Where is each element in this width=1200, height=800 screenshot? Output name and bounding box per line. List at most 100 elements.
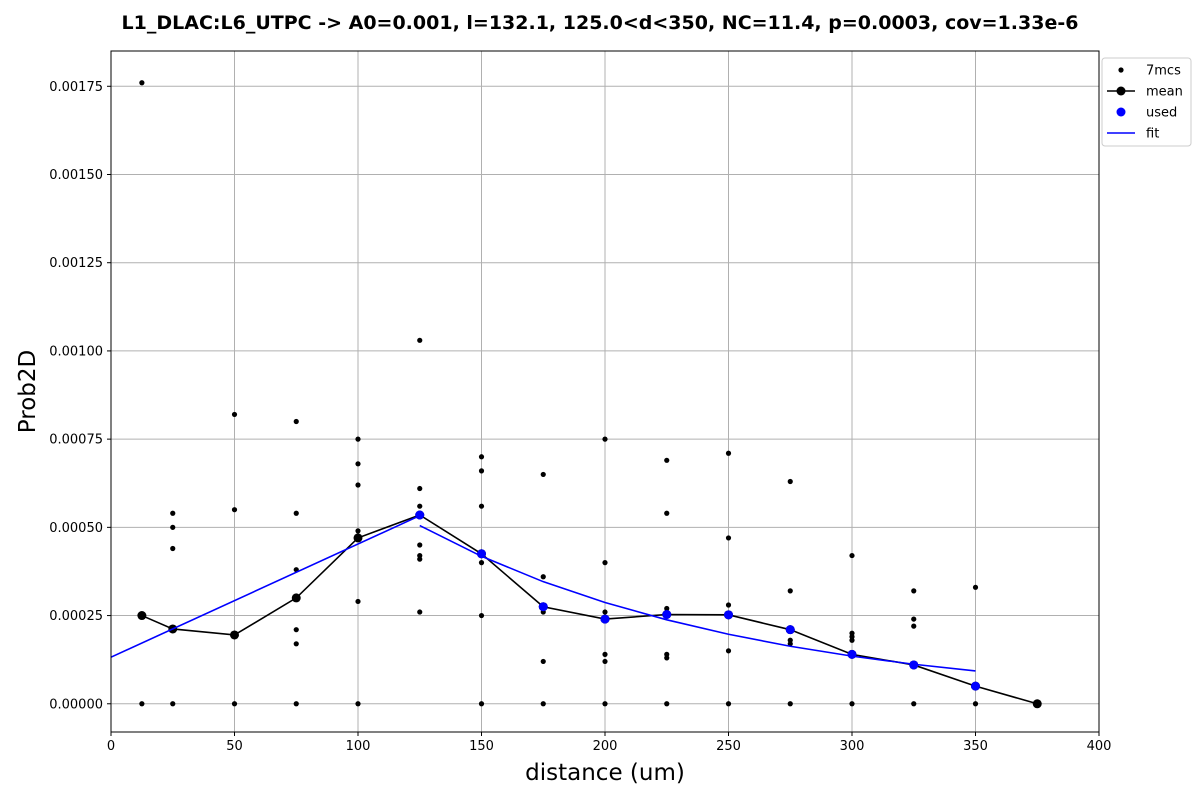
sample-point bbox=[478, 468, 485, 474]
sample-point bbox=[602, 651, 608, 657]
y-tick-label: 0.00175 bbox=[49, 80, 103, 95]
used-point bbox=[785, 625, 795, 635]
sample-point bbox=[911, 623, 917, 629]
sample-point bbox=[417, 337, 423, 343]
sample-point bbox=[602, 609, 608, 615]
sample-point bbox=[355, 528, 361, 534]
sample-point bbox=[725, 648, 732, 654]
legend-box bbox=[1101, 57, 1192, 147]
y-tick-label: 0.00125 bbox=[49, 256, 103, 271]
y-tick-label: 0.00150 bbox=[49, 168, 103, 183]
legend-label: mean bbox=[1146, 85, 1183, 100]
sample-point bbox=[787, 478, 793, 485]
x-tick-label: 350 bbox=[963, 739, 988, 754]
mean-point bbox=[1032, 699, 1042, 709]
mean-point bbox=[230, 630, 239, 640]
y-tick-label: 0.00050 bbox=[49, 521, 103, 536]
x-tick-label: 100 bbox=[346, 739, 371, 754]
sample-point bbox=[972, 701, 979, 707]
sample-point bbox=[170, 524, 176, 530]
sample-point bbox=[293, 701, 299, 707]
sample-point bbox=[849, 701, 855, 707]
fit-line bbox=[110, 514, 421, 658]
sample-point bbox=[231, 507, 238, 513]
used-point bbox=[724, 610, 733, 620]
sample-point bbox=[355, 436, 361, 442]
sample-point bbox=[602, 701, 608, 707]
sample-point bbox=[602, 560, 608, 566]
sample-point bbox=[602, 658, 608, 665]
sample-point bbox=[478, 503, 485, 509]
sample-point bbox=[664, 701, 670, 707]
x-tick-label: 300 bbox=[840, 739, 865, 754]
sample-point bbox=[293, 641, 299, 647]
sample-point bbox=[664, 655, 670, 661]
sample-point bbox=[478, 560, 485, 566]
sample-point bbox=[355, 482, 361, 488]
sample-point bbox=[725, 450, 732, 456]
y-tick-label: 0.00025 bbox=[49, 609, 103, 624]
sample-point bbox=[355, 461, 361, 467]
sample-point bbox=[478, 612, 485, 619]
sample-point bbox=[602, 436, 608, 442]
sample-point bbox=[664, 457, 670, 463]
sample-point bbox=[725, 535, 732, 541]
x-tick-label: 150 bbox=[469, 739, 494, 754]
used-point bbox=[600, 614, 610, 624]
sample-point bbox=[139, 80, 145, 86]
mean-point bbox=[353, 533, 363, 543]
x-tick-label: 50 bbox=[226, 739, 243, 754]
sample-point bbox=[664, 510, 670, 516]
sample-point bbox=[170, 510, 176, 516]
series-fit bbox=[110, 514, 976, 672]
legend: 7mcs mean used fit bbox=[1101, 57, 1192, 147]
sample-point bbox=[787, 588, 793, 594]
legend-marker bbox=[1118, 67, 1124, 73]
sample-point bbox=[787, 701, 793, 707]
mean-line bbox=[141, 514, 1038, 705]
sample-point bbox=[293, 627, 299, 633]
sample-point bbox=[417, 609, 423, 615]
y-axis-label: Prob2D bbox=[15, 350, 41, 433]
legend-marker bbox=[1116, 107, 1126, 117]
used-point bbox=[538, 602, 548, 612]
used-point bbox=[971, 681, 980, 691]
sample-point bbox=[911, 701, 917, 707]
sample-point bbox=[231, 411, 238, 418]
sample-point bbox=[972, 584, 979, 590]
sample-point bbox=[417, 503, 423, 509]
chart-title: L1_DLAC:L6_UTPC -> A0=0.001, l=132.1, 12… bbox=[121, 12, 1079, 34]
sample-point bbox=[849, 552, 855, 559]
mean-point bbox=[137, 611, 147, 621]
sample-point bbox=[417, 542, 423, 548]
sample-point bbox=[417, 556, 423, 562]
sample-point bbox=[540, 658, 546, 665]
fit-line bbox=[419, 524, 976, 672]
sample-point bbox=[725, 701, 732, 707]
sample-point bbox=[478, 701, 485, 707]
sample-point bbox=[540, 574, 546, 580]
sample-point bbox=[139, 701, 145, 707]
sample-point bbox=[540, 471, 546, 478]
x-tick-label: 400 bbox=[1087, 739, 1112, 754]
used-point bbox=[847, 649, 857, 659]
sample-point bbox=[849, 637, 855, 643]
y-tick-label: 0.00100 bbox=[49, 344, 103, 359]
sample-point bbox=[293, 418, 299, 425]
used-point bbox=[477, 549, 486, 559]
series-mean bbox=[137, 510, 1042, 709]
x-tick-label: 0 bbox=[107, 739, 115, 754]
used-point bbox=[415, 510, 425, 520]
sample-point bbox=[417, 485, 423, 492]
y-tick-label: 0.00000 bbox=[49, 697, 103, 712]
legend-marker bbox=[1116, 86, 1126, 96]
legend-label: fit bbox=[1146, 127, 1159, 142]
sample-point bbox=[355, 701, 361, 707]
sample-point bbox=[540, 701, 546, 707]
sample-point bbox=[911, 616, 917, 622]
sample-point bbox=[355, 598, 361, 605]
series-used bbox=[415, 510, 980, 691]
y-tick-label: 0.00075 bbox=[49, 433, 103, 448]
sample-point bbox=[170, 545, 176, 552]
legend-label: 7mcs bbox=[1146, 64, 1181, 79]
